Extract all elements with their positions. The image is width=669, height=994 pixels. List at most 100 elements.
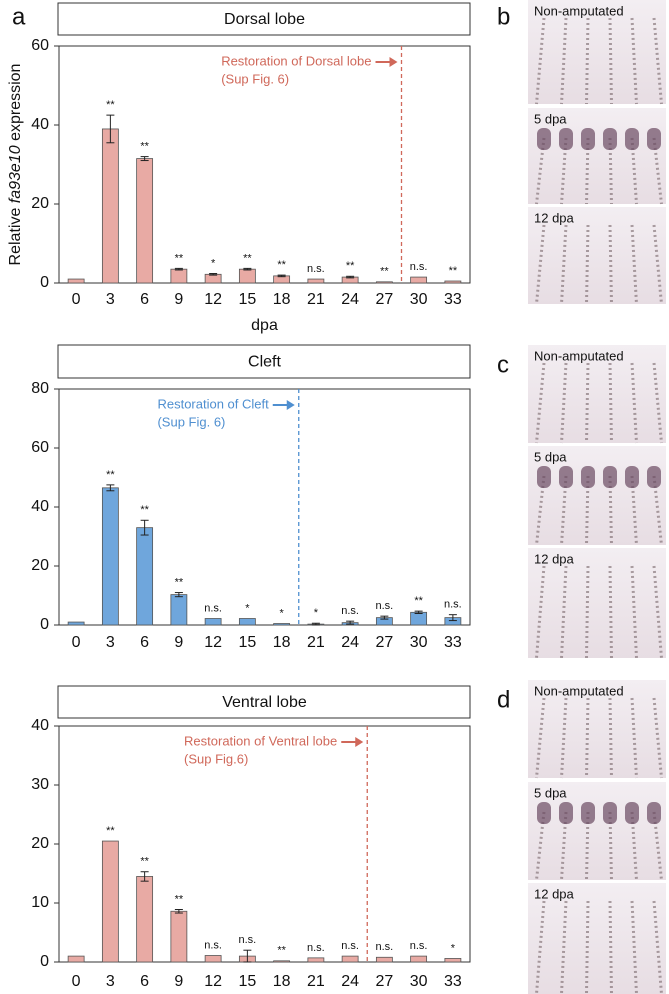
fin-ray [630, 565, 638, 659]
x-tick-label: 15 [238, 634, 256, 651]
significance-label: ** [175, 576, 184, 588]
bar [170, 594, 188, 626]
bar [410, 276, 428, 284]
significance-label: * [211, 257, 216, 269]
y-tick-label: 80 [31, 380, 49, 397]
x-tick-label: 18 [273, 973, 291, 990]
photo-caption: 12 dpa [534, 551, 575, 566]
chart-title: Cleft [248, 354, 281, 371]
bar [273, 960, 291, 963]
regenerate-tip [537, 128, 551, 150]
x-tick-label: 30 [410, 973, 428, 990]
significance-label: * [314, 607, 319, 619]
bar [67, 955, 85, 963]
panel-label: b [497, 3, 510, 30]
y-axis-label: Relative fa93e10 expression [7, 64, 24, 266]
bar [444, 280, 462, 284]
bar [410, 611, 428, 626]
x-tick-label: 30 [410, 634, 428, 651]
bar [170, 910, 188, 963]
fin-ray [630, 224, 638, 305]
significance-label: n.s. [341, 940, 359, 952]
significance-label: n.s. [376, 941, 394, 953]
fin-ray [608, 900, 613, 994]
fin-ray [608, 17, 613, 105]
significance-label: ** [380, 266, 389, 278]
x-tick-label: 3 [106, 634, 115, 651]
x-tick-label: 9 [174, 973, 183, 990]
fin-ray [608, 697, 613, 779]
fin-photo [528, 207, 666, 304]
significance-label: n.s. [341, 605, 359, 617]
significance-label: ** [140, 504, 149, 516]
y-axis-label-part: fa93e10 [7, 145, 24, 203]
regenerate-tip [625, 466, 639, 488]
x-tick-label: 9 [174, 291, 183, 308]
fin-ray [535, 362, 546, 444]
significance-label: ** [449, 265, 458, 277]
bar [67, 621, 85, 626]
bar [375, 281, 393, 284]
x-tick-label: 6 [140, 634, 149, 651]
fin-ray [560, 565, 568, 659]
bar [375, 956, 393, 963]
regenerate-tip [625, 128, 639, 150]
bar [307, 278, 325, 284]
x-tick-label: 33 [444, 291, 462, 308]
fin-ray [630, 362, 638, 444]
x-tick-label: 33 [444, 634, 462, 651]
fin-ray [560, 900, 568, 994]
significance-label: n.s. [204, 939, 222, 951]
restoration-label: Restoration of Cleft [157, 396, 269, 411]
fin-ray [560, 362, 568, 444]
fin-photo [528, 782, 666, 880]
restoration-note: (Sup Fig. 6) [157, 414, 225, 429]
bar [238, 618, 256, 626]
fin-ray [535, 900, 546, 994]
restoration-note: (Sup Fig. 6) [221, 71, 289, 86]
significance-label: n.s. [376, 600, 394, 612]
y-tick-label: 60 [31, 439, 49, 456]
fin-ray [652, 17, 663, 105]
x-tick-label: 27 [375, 634, 393, 651]
y-axis-label-part: Relative [7, 203, 24, 265]
x-tick-label: 15 [238, 291, 256, 308]
regenerate-tip [559, 802, 573, 824]
photo-caption: 12 dpa [534, 210, 575, 225]
photo-caption: Non-amputated [534, 348, 624, 363]
title-box [57, 685, 471, 719]
significance-label: n.s. [204, 602, 222, 614]
x-tick-label: 3 [106, 973, 115, 990]
x-tick-label: 24 [341, 973, 359, 990]
regenerate-tip [603, 802, 617, 824]
regenerate-tip [625, 802, 639, 824]
significance-label: ** [106, 99, 115, 111]
significance-label: ** [277, 259, 286, 271]
significance-label: ** [414, 595, 423, 607]
x-tick-label: 21 [307, 634, 325, 651]
y-axis-label-part: expression [7, 64, 24, 146]
x-tick-label: 18 [273, 291, 291, 308]
bar [410, 955, 428, 963]
x-tick-label: 24 [341, 291, 359, 308]
regenerate-tip [581, 466, 595, 488]
bar [101, 840, 119, 963]
regenerate-tip [647, 128, 661, 150]
x-tick-label: 21 [307, 291, 325, 308]
panel-label: d [497, 686, 510, 713]
photo-caption: Non-amputated [534, 683, 624, 698]
fin-ray [535, 697, 546, 779]
plot-frame [58, 388, 471, 626]
x-tick-label: 27 [375, 291, 393, 308]
significance-label: ** [175, 893, 184, 905]
fin-ray [608, 224, 613, 305]
chart-title: Dorsal lobe [224, 11, 305, 28]
significance-label: n.s. [239, 934, 257, 946]
significance-label: ** [175, 252, 184, 264]
x-tick-label: 9 [174, 634, 183, 651]
y-tick-label: 40 [31, 116, 49, 133]
y-tick-label: 30 [31, 776, 49, 793]
fin-ray [652, 697, 663, 779]
regenerate-tip [603, 466, 617, 488]
fin-ray [535, 565, 546, 659]
